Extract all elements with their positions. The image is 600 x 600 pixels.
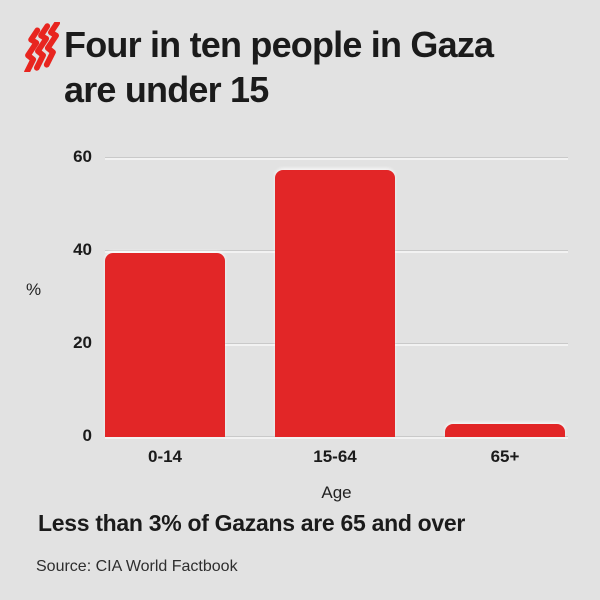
sbs-logo-icon (24, 22, 60, 72)
bar-65+ (445, 423, 565, 437)
y-tick-label-40: 40 (73, 240, 92, 259)
x-category-label-0-14: 0-14 (147, 447, 183, 466)
x-axis-label: Age (321, 483, 352, 502)
y-tick-label-0: 0 (82, 426, 92, 445)
gridline-60 (105, 157, 568, 160)
x-category-label-15-64: 15-64 (313, 447, 357, 466)
y-axis-label: % (26, 280, 42, 299)
y-tick-label-60: 60 (73, 147, 92, 166)
x-category-label-65+: 65+ (490, 447, 520, 466)
source-attribution: Source: CIA World Factbook (36, 558, 238, 575)
y-tick-label-20: 20 (73, 333, 92, 352)
bar-0-14 (105, 252, 225, 437)
bar-15-64 (275, 169, 395, 437)
chart-title: Four in ten people in Gaza are under 15 (64, 24, 494, 110)
chart-annotation: Less than 3% of Gazans are 65 and over (38, 510, 466, 536)
